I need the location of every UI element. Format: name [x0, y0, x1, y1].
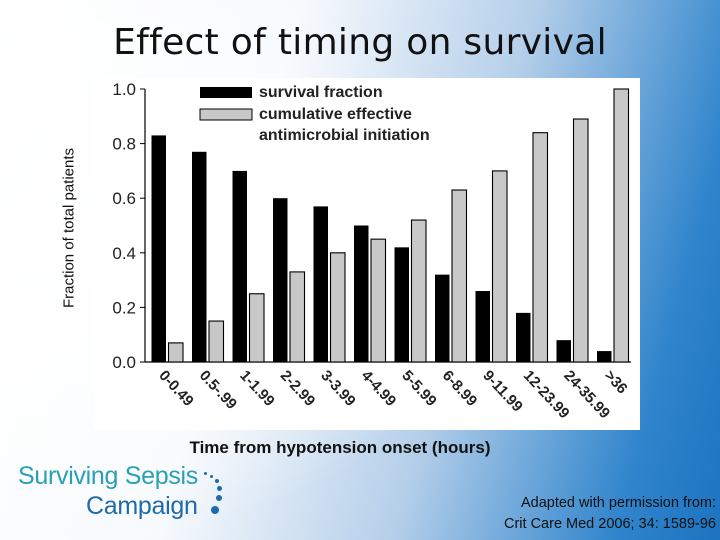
x-tick-label: 0-0.49 [155, 367, 196, 410]
x-axis-title: Time from hypotension onset (hours) [189, 438, 491, 457]
chart-panel: survival fraction cumulative effective ant… [93, 78, 640, 430]
y-tick-labels: 0.0 0.2 0.4 0.6 0.8 1.0 [112, 80, 136, 372]
legend-swatch-survival [200, 87, 252, 98]
legend-label-cumulative-line2: antimicrobial initiation [259, 127, 430, 144]
cumulative-antimicrobial-bar [208, 320, 225, 363]
x-tick-label: >36 [601, 367, 631, 397]
x-tick-label: 0.5-.99 [196, 367, 240, 413]
survival-fraction-bar [435, 274, 450, 362]
chart-axes [140, 88, 631, 363]
citation-line1: Adapted with permission from: [520, 495, 716, 511]
logo-dot [204, 472, 207, 475]
logo-dot [215, 479, 219, 483]
citation-line2: Crit Care Med 2006; 34: 1589-96 [504, 516, 716, 532]
x-tick-label: 4-4.99 [358, 367, 399, 410]
y-tick-label: 1.0 [112, 80, 136, 99]
cumulative-antimicrobial-bar [289, 271, 306, 363]
cumulative-antimicrobial-bar [370, 238, 387, 363]
legend-label-survival: survival fraction [259, 84, 383, 101]
x-tick-label: 6-8.99 [439, 367, 480, 410]
bar-chart: survival fraction cumulative effective ant… [112, 80, 631, 422]
survival-fraction-bar [192, 151, 207, 362]
survival-fraction-bar [475, 291, 490, 362]
survival-fraction-bar [597, 351, 612, 362]
chart-bars [151, 88, 630, 363]
y-tick-label: 0.2 [112, 298, 136, 317]
logo-dot [211, 506, 219, 514]
cumulative-antimicrobial-bar [491, 170, 508, 363]
cumulative-antimicrobial-bar [532, 132, 549, 363]
legend-swatch-cumulative [199, 108, 253, 121]
y-axis-title-container: Fraction of total patients [57, 78, 81, 378]
chart-legend: survival fraction cumulative effective ant… [199, 84, 430, 144]
logo-dot [216, 495, 222, 501]
cumulative-antimicrobial-bar [572, 118, 589, 363]
cumulative-antimicrobial-bar [451, 189, 468, 363]
cumulative-antimicrobial-bar [329, 252, 346, 363]
y-tick-label: 0.6 [112, 189, 136, 208]
survival-fraction-bar [273, 198, 288, 362]
survival-fraction-bar [354, 225, 369, 362]
legend-label-cumulative-line1: cumulative effective [259, 106, 412, 123]
x-tick-label: 9-11.99 [479, 367, 526, 415]
survival-fraction-bar [394, 247, 409, 362]
y-tick-label: 0.4 [112, 244, 136, 263]
y-tick-label: 0.8 [112, 135, 136, 154]
survival-fraction-bar [313, 206, 328, 362]
logo-dot [210, 475, 213, 478]
x-tick-label: 5-5.99 [398, 367, 439, 410]
logo-text-line1: Surviving Sepsis [18, 462, 199, 490]
y-axis-title: Fraction of total patients [60, 147, 78, 309]
survival-fraction-bar [151, 135, 166, 362]
x-tick-label: 1-1.99 [236, 367, 277, 410]
logo-dot [217, 486, 222, 491]
cumulative-antimicrobial-bar [167, 342, 184, 363]
y-tick-label: 0.0 [112, 353, 136, 372]
logo-text-line2: Campaign [86, 492, 198, 520]
cumulative-antimicrobial-bar [613, 88, 630, 363]
x-tick-label: 2-2.99 [277, 367, 318, 410]
surviving-sepsis-logo: Surviving Sepsis Campaign [14, 460, 234, 530]
citation: Adapted with permission from: Crit Care … [470, 493, 716, 535]
survival-fraction-bar [516, 312, 531, 362]
cumulative-antimicrobial-bar [248, 293, 265, 363]
survival-fraction-bar [556, 340, 571, 362]
survival-fraction-bar [232, 170, 247, 362]
cumulative-antimicrobial-bar [410, 219, 427, 363]
slide-title: Effect of timing on survival [113, 22, 607, 63]
x-tick-labels: 0-0.49 0.5-.991-1.99 2-2.99 3-3.99 4-4.99 5-5… [155, 367, 630, 422]
x-tick-label: 3-3.99 [317, 367, 358, 410]
